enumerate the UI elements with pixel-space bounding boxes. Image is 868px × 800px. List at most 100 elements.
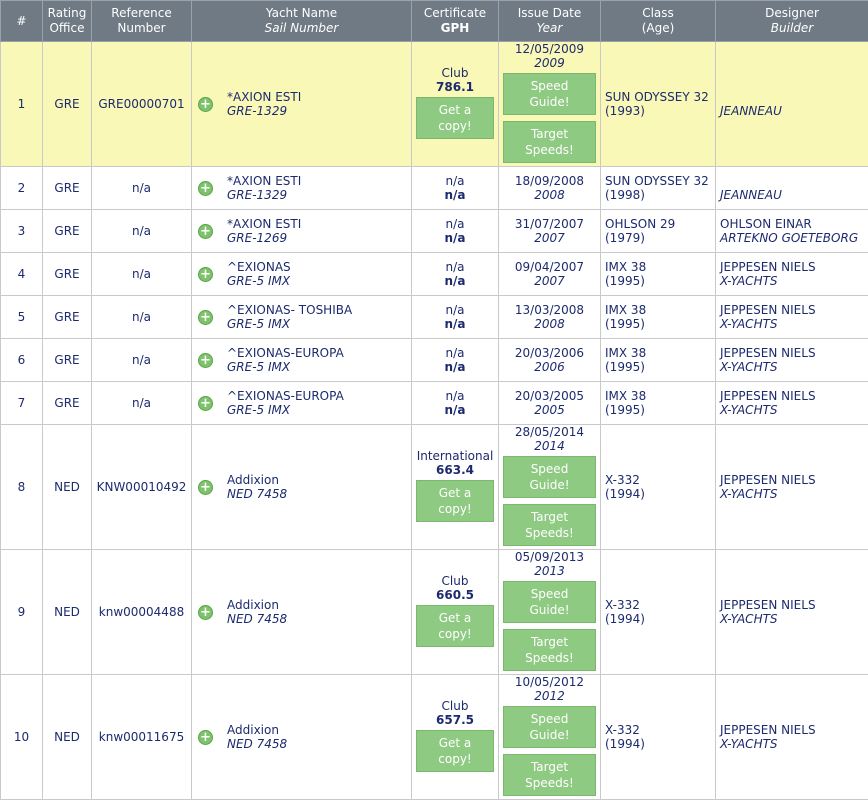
target-speeds-button[interactable]: Target Speeds!	[503, 504, 596, 546]
sail-number: NED 7458	[227, 487, 287, 501]
sail-number: NED 7458	[227, 612, 287, 626]
speed-guide-button[interactable]: Speed Guide!	[503, 581, 596, 623]
rating-office: GRE	[43, 296, 92, 339]
row-number: 6	[1, 339, 43, 382]
issue-year: 2005	[503, 403, 596, 417]
sail-number: GRE-1269	[227, 231, 301, 245]
designer	[720, 90, 864, 104]
sail-number: GRE-1329	[227, 104, 301, 118]
certificate-type: n/a	[416, 346, 494, 360]
sail-number: GRE-5 IMX	[227, 360, 344, 374]
get-copy-button[interactable]: Get a copy!	[416, 480, 494, 522]
col-header-class[interactable]: Class(Age)	[601, 1, 716, 42]
designer: JEPPESEN NIELS	[720, 473, 864, 487]
issue-date: 18/09/2008	[503, 174, 596, 188]
expand-plus-icon[interactable]: +	[198, 181, 213, 196]
get-copy-button[interactable]: Get a copy!	[416, 730, 494, 772]
target-speeds-button[interactable]: Target Speeds!	[503, 754, 596, 796]
row-number: 4	[1, 253, 43, 296]
gph-value: n/a	[416, 317, 494, 331]
row-number: 5	[1, 296, 43, 339]
expand-plus-icon[interactable]: +	[198, 480, 213, 495]
designer: JEPPESEN NIELS	[720, 260, 864, 274]
expand-plus-icon[interactable]: +	[198, 224, 213, 239]
get-copy-button[interactable]: Get a copy!	[416, 97, 494, 139]
yacht-age: (1998)	[605, 188, 711, 202]
issue-date: 28/05/2014	[503, 425, 596, 439]
speed-guide-button[interactable]: Speed Guide!	[503, 456, 596, 498]
yacht-class: IMX 38	[605, 260, 711, 274]
row-number: 3	[1, 210, 43, 253]
yacht-age: (1979)	[605, 231, 711, 245]
sail-number: GRE-5 IMX	[227, 403, 344, 417]
reference-number: n/a	[92, 339, 192, 382]
speed-guide-button[interactable]: Speed Guide!	[503, 706, 596, 748]
issue-date: 09/04/2007	[503, 260, 596, 274]
gph-value: n/a	[416, 403, 494, 417]
rating-office: GRE	[43, 253, 92, 296]
yacht-name: Addixion	[227, 723, 287, 737]
reference-number: n/a	[92, 296, 192, 339]
rating-office: NED	[43, 675, 92, 800]
issue-year: 2008	[503, 188, 596, 202]
expand-plus-icon[interactable]: +	[198, 396, 213, 411]
col-header-num[interactable]: #	[1, 1, 43, 42]
rating-office: NED	[43, 425, 92, 550]
target-speeds-button[interactable]: Target Speeds!	[503, 121, 596, 163]
builder: JEANNEAU	[720, 104, 864, 118]
expand-plus-icon[interactable]: +	[198, 97, 213, 112]
builder: X-YACHTS	[720, 274, 864, 288]
designer	[720, 174, 864, 188]
yacht-name: Addixion	[227, 598, 287, 612]
yacht-name: ^EXIONAS	[227, 260, 291, 274]
get-copy-button[interactable]: Get a copy!	[416, 605, 494, 647]
reference-number: GRE00000701	[92, 42, 192, 167]
expand-plus-icon[interactable]: +	[198, 605, 213, 620]
builder: X-YACHTS	[720, 737, 864, 751]
speed-guide-button[interactable]: Speed Guide!	[503, 73, 596, 115]
certificate-type: n/a	[416, 260, 494, 274]
expand-plus-icon[interactable]: +	[198, 353, 213, 368]
expand-plus-icon[interactable]: +	[198, 267, 213, 282]
sail-number: GRE-1329	[227, 188, 301, 202]
yacht-class: X-332	[605, 723, 711, 737]
reference-number: KNW00010492	[92, 425, 192, 550]
row-number: 7	[1, 382, 43, 425]
issue-date: 31/07/2007	[503, 217, 596, 231]
issue-date: 12/05/2009	[503, 42, 596, 56]
target-speeds-button[interactable]: Target Speeds!	[503, 629, 596, 671]
certificate-type: Club	[416, 699, 494, 713]
yacht-name: *AXION ESTI	[227, 90, 301, 104]
certificate-type: n/a	[416, 217, 494, 231]
sail-number: NED 7458	[227, 737, 287, 751]
builder: X-YACHTS	[720, 360, 864, 374]
issue-date: 20/03/2005	[503, 389, 596, 403]
expand-plus-icon[interactable]: +	[198, 310, 213, 325]
expand-plus-icon[interactable]: +	[198, 730, 213, 745]
yacht-age: (1993)	[605, 104, 711, 118]
gph-value: 657.5	[416, 713, 494, 727]
issue-year: 2007	[503, 274, 596, 288]
